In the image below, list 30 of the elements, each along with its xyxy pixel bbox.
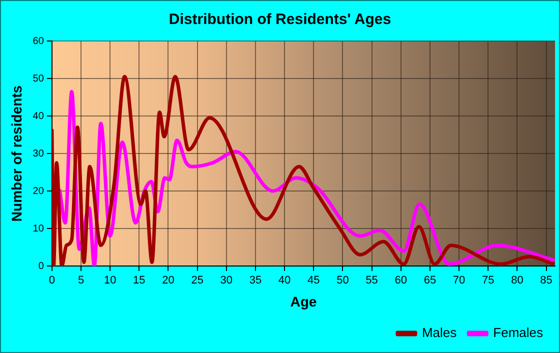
x-tick-label: 10 <box>104 274 116 287</box>
x-tick-label: 50 <box>336 274 349 287</box>
x-tick-label: 20 <box>162 274 174 287</box>
x-tick-label: 30 <box>220 274 233 287</box>
x-tick-label: 35 <box>249 274 262 287</box>
x-tick-label: 85 <box>540 274 552 287</box>
x-tick-label: 25 <box>191 274 204 287</box>
x-tick-label: 75 <box>482 274 494 287</box>
x-tick-label: 45 <box>308 274 320 287</box>
legend-label: Females <box>493 325 544 340</box>
y-tick-label: 40 <box>32 110 44 122</box>
x-tick-label: 80 <box>511 274 524 287</box>
y-tick-label: 10 <box>32 223 44 234</box>
x-axis-title: Age <box>290 293 317 310</box>
x-tick-label: 65 <box>424 274 436 287</box>
chart-title: Distribution of Residents' Ages <box>168 11 392 28</box>
y-axis-title: Number of residents <box>8 85 24 222</box>
y-tick-label: 20 <box>32 186 44 197</box>
y-tick-label: 60 <box>32 36 44 47</box>
x-tick-label: 15 <box>133 274 146 287</box>
x-tick-label: 5 <box>78 274 84 287</box>
x-tick-label: 40 <box>278 274 291 287</box>
x-tick-label: 60 <box>394 274 408 287</box>
x-tick-label: 55 <box>366 274 378 287</box>
y-tick-label: 50 <box>32 73 44 84</box>
legend-label: Males <box>422 325 458 340</box>
x-tick-label: 0 <box>48 274 55 287</box>
y-tick-label: 30 <box>32 148 44 160</box>
x-tick-label: 70 <box>452 274 466 287</box>
y-tick-label: 0 <box>38 260 44 272</box>
